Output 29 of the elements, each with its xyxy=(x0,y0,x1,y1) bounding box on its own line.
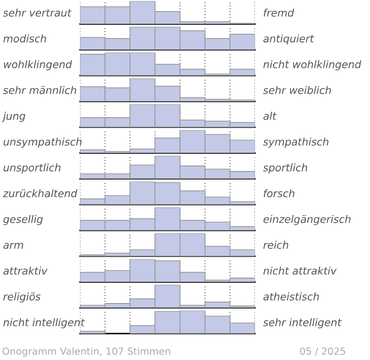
y2-axis-title: antiquiert xyxy=(263,34,314,44)
y2-axis-title: einzelgängerisch xyxy=(263,215,351,226)
y-axis-title: sehr vertraut xyxy=(3,8,72,17)
y2-axis-title: sportlich xyxy=(263,163,308,174)
y-axis-title: jung xyxy=(2,112,26,122)
y2-axis-title: forsch xyxy=(264,189,294,198)
y2-axis-title: nicht wohlklingend xyxy=(263,60,362,70)
y-axis-title: sehr männlich xyxy=(3,86,76,94)
y-axis-title: nicht intelligent xyxy=(3,318,85,328)
y2-axis-title: sehr weiblich xyxy=(263,86,331,94)
y2-axis-title: sympathisch xyxy=(263,138,328,148)
y-axis-title: wohlklingend xyxy=(4,60,72,70)
y2-axis-title: nicht attraktiv xyxy=(263,266,337,275)
y2-axis-title: fremd xyxy=(264,8,294,17)
y-axis-title: unsportlich xyxy=(4,163,60,174)
text: 05 / 2025 xyxy=(300,347,346,356)
y2-axis-title: reich xyxy=(263,240,288,249)
y-axis-title: unsympathisch xyxy=(4,138,82,148)
y2-axis-title: alt xyxy=(263,112,277,120)
text: Onogramm Valentin, 107 Stimmen xyxy=(2,347,170,357)
y-axis-title: arm xyxy=(3,242,24,249)
y-axis-title: zurückhaltend xyxy=(2,189,78,198)
y-axis-title: religiös xyxy=(3,292,41,302)
y-axis-title: gesellig xyxy=(3,215,43,226)
y-axis-title: modisch xyxy=(3,34,46,42)
y2-axis-title: atheistisch xyxy=(263,292,319,300)
bar xyxy=(80,330,106,334)
y-axis-title: attraktiv xyxy=(3,266,48,275)
y2-axis-title: sehr intelligent xyxy=(263,318,342,328)
